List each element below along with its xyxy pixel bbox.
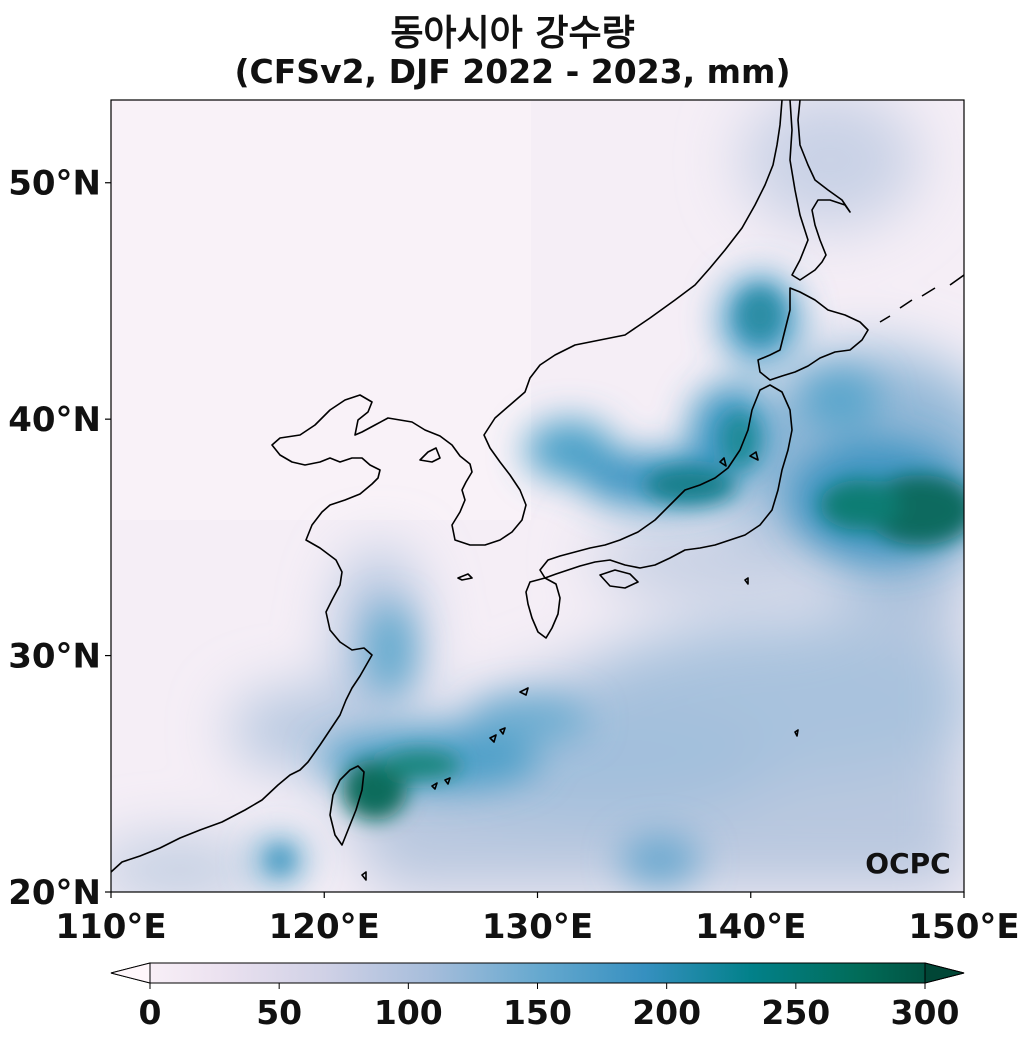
ryukyu-islands <box>431 687 529 790</box>
hokkaido-coastline <box>757 287 869 381</box>
small-islands <box>361 451 799 881</box>
colorbar-tick-label: 0 <box>139 993 162 1032</box>
colorbar-tick-label: 250 <box>761 993 830 1032</box>
mainland-coastline <box>111 100 783 873</box>
kyushu-coastline <box>525 577 561 639</box>
bohai-coastline <box>419 447 441 463</box>
lon-tick-label: 150°E <box>908 907 1019 947</box>
lon-tick-label: 120°E <box>269 907 380 947</box>
lon-tick-label: 110°E <box>55 907 166 947</box>
taiwan-coastline <box>329 765 365 846</box>
longitude-axis: 110°E 120°E 130°E 140°E 150°E <box>55 892 1020 947</box>
coastlines <box>111 100 964 881</box>
colorbar-tick-label: 150 <box>503 993 572 1032</box>
shikoku-coastline <box>599 569 639 589</box>
colorbar-tick-label: 50 <box>256 993 302 1032</box>
colorbar: 0 50 100 150 200 250 300 <box>110 962 965 1032</box>
latitude-axis: 50°N 40°N 30°N 20°N <box>8 164 111 913</box>
honshu-coastline <box>539 384 793 579</box>
lat-tick-label: 50°N <box>8 164 101 204</box>
map-subtitle: (CFSv2, DJF 2022 - 2023, mm) <box>234 52 791 91</box>
lat-tick-label: 30°N <box>8 637 101 677</box>
sakhalin-coastline <box>789 100 851 281</box>
map-title: 동아시아 강수량 <box>390 13 635 54</box>
lat-tick-label: 20°N <box>8 873 101 913</box>
lon-tick-label: 140°E <box>695 907 806 947</box>
ocpc-watermark: OCPC <box>865 847 950 880</box>
kuril-islands <box>879 274 964 323</box>
lon-tick-label: 130°E <box>482 907 593 947</box>
colorbar-max-extension <box>924 962 965 984</box>
colorbar-tick-label: 300 <box>891 993 960 1032</box>
colorbar-tick-label: 200 <box>632 993 701 1032</box>
colorbar-min-extension <box>110 962 151 984</box>
lat-tick-label: 40°N <box>8 400 101 440</box>
colorbar-tick-label: 100 <box>374 993 443 1032</box>
precipitation-field <box>111 100 964 892</box>
colorbar-ticks: 0 50 100 150 200 250 300 <box>139 983 960 1032</box>
